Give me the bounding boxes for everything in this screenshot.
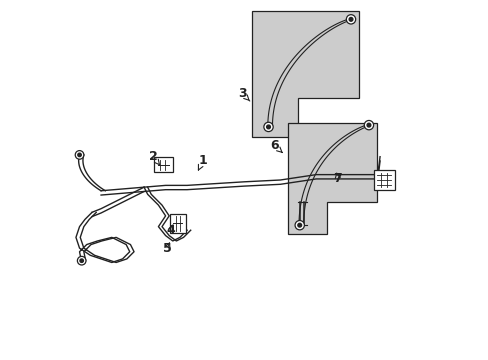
Text: 3: 3 [238, 87, 249, 101]
Text: 1: 1 [198, 154, 207, 170]
Circle shape [80, 259, 83, 262]
Text: 5: 5 [163, 242, 171, 255]
Circle shape [297, 223, 301, 227]
FancyBboxPatch shape [153, 157, 173, 172]
Circle shape [346, 15, 355, 24]
Polygon shape [251, 12, 359, 137]
Circle shape [294, 221, 304, 230]
Text: 4: 4 [166, 224, 175, 237]
Circle shape [78, 153, 81, 157]
Polygon shape [287, 123, 376, 234]
Circle shape [366, 123, 370, 127]
Circle shape [266, 125, 270, 129]
Circle shape [77, 256, 86, 265]
Circle shape [75, 150, 83, 159]
Circle shape [348, 18, 352, 21]
Text: 2: 2 [148, 150, 160, 166]
Text: 6: 6 [270, 139, 282, 153]
FancyBboxPatch shape [169, 214, 185, 233]
FancyBboxPatch shape [373, 170, 394, 190]
Text: 7: 7 [333, 172, 342, 185]
Circle shape [364, 121, 373, 130]
Circle shape [264, 122, 273, 132]
